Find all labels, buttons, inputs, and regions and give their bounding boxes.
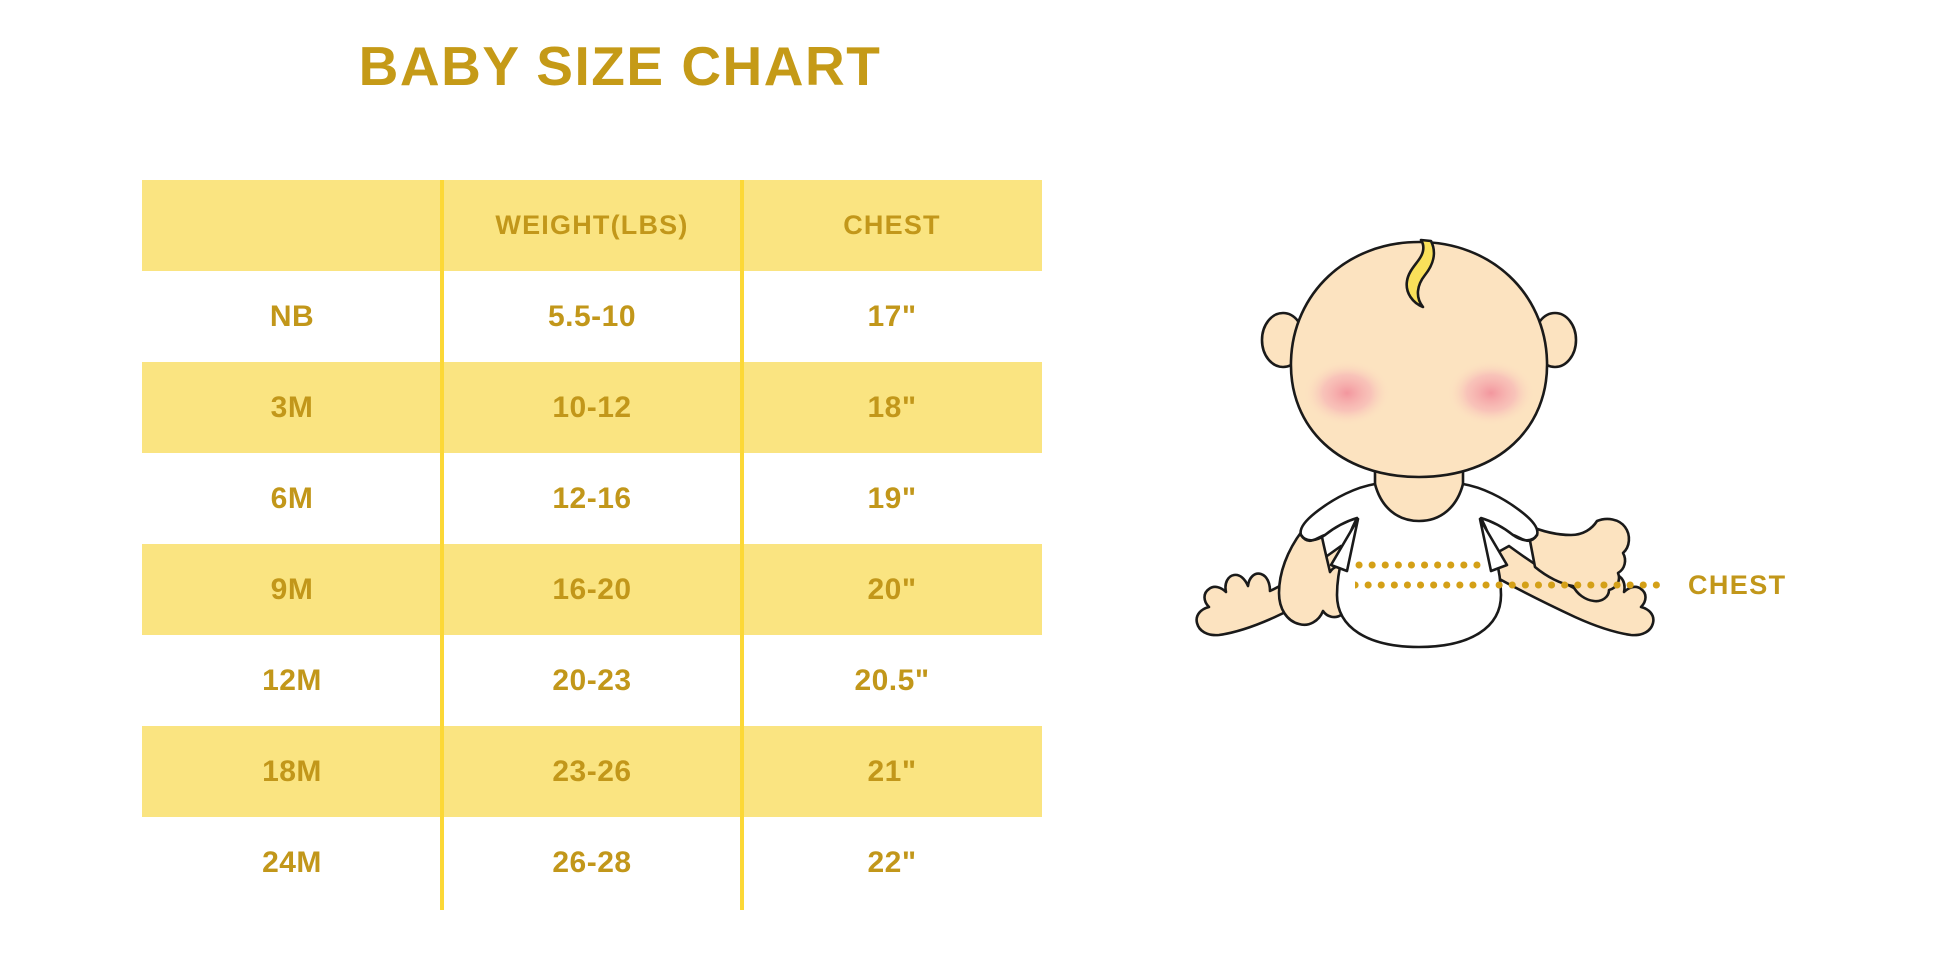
baby-right-sleeve-hem bbox=[1511, 533, 1539, 543]
cell-chest: 20.5" bbox=[854, 663, 930, 697]
cell-chest: 17" bbox=[867, 299, 917, 333]
table-row: 6M 12-16 19" bbox=[142, 453, 1042, 544]
cell-weight: 16-20 bbox=[552, 572, 632, 606]
baby-right-cheek bbox=[1447, 360, 1535, 426]
column-header-chest: CHEST bbox=[843, 210, 941, 240]
column-header-size bbox=[142, 180, 442, 271]
baby-illustration bbox=[1175, 235, 1675, 675]
cell-chest: 21" bbox=[867, 754, 917, 788]
cell-weight: 10-12 bbox=[552, 390, 632, 424]
table-row: NB 5.5-10 17" bbox=[142, 271, 1042, 362]
cell-weight: 20-23 bbox=[552, 663, 632, 697]
table-body: NB 5.5-10 17" 3M 10-12 18" 6M 12-16 19" … bbox=[142, 271, 1042, 908]
column-header-weight: WEIGHT(LBS) bbox=[495, 210, 689, 240]
chest-measure-dotted-line bbox=[1355, 581, 1671, 589]
baby-size-table: WEIGHT(LBS) CHEST NB 5.5-10 17" 3M 10-12… bbox=[142, 180, 1042, 908]
cell-chest: 20" bbox=[867, 572, 917, 606]
table-header-row: WEIGHT(LBS) CHEST bbox=[142, 180, 1042, 271]
baby-left-cheek bbox=[1303, 360, 1391, 426]
cell-weight: 26-28 bbox=[552, 845, 632, 879]
cell-size: 6M bbox=[270, 481, 314, 515]
cell-size: NB bbox=[269, 299, 315, 333]
cell-size: 12M bbox=[262, 663, 322, 697]
cell-size: 24M bbox=[262, 845, 322, 879]
cell-chest: 19" bbox=[867, 481, 917, 515]
chest-callout-label: CHEST bbox=[1688, 570, 1787, 600]
table-row: 24M 26-28 22" bbox=[142, 817, 1042, 908]
cell-size: 9M bbox=[270, 572, 314, 606]
table-row: 12M 20-23 20.5" bbox=[142, 635, 1042, 726]
baby-figure-svg bbox=[1195, 238, 1655, 649]
baby-left-sleeve-hem bbox=[1299, 533, 1327, 543]
baby-right-arm bbox=[1525, 517, 1631, 603]
page-title: BABY SIZE CHART bbox=[358, 35, 882, 97]
cell-size: 3M bbox=[270, 390, 314, 424]
table-column-divider-2 bbox=[740, 180, 744, 910]
onesie-left-fold bbox=[1329, 517, 1360, 573]
baby-hair-curl bbox=[1405, 238, 1436, 309]
table-column-divider-1 bbox=[440, 180, 444, 910]
table-row: 18M 23-26 21" bbox=[142, 726, 1042, 817]
cell-weight: 12-16 bbox=[552, 481, 632, 515]
cell-chest: 18" bbox=[867, 390, 917, 424]
cell-weight: 23-26 bbox=[552, 754, 632, 788]
onesie-right-fold bbox=[1478, 517, 1509, 573]
cell-chest: 22" bbox=[867, 845, 917, 879]
cell-size: 18M bbox=[262, 754, 322, 788]
table-row: 9M 16-20 20" bbox=[142, 544, 1042, 635]
table-row: 3M 10-12 18" bbox=[142, 362, 1042, 453]
cell-weight: 5.5-10 bbox=[547, 299, 637, 333]
